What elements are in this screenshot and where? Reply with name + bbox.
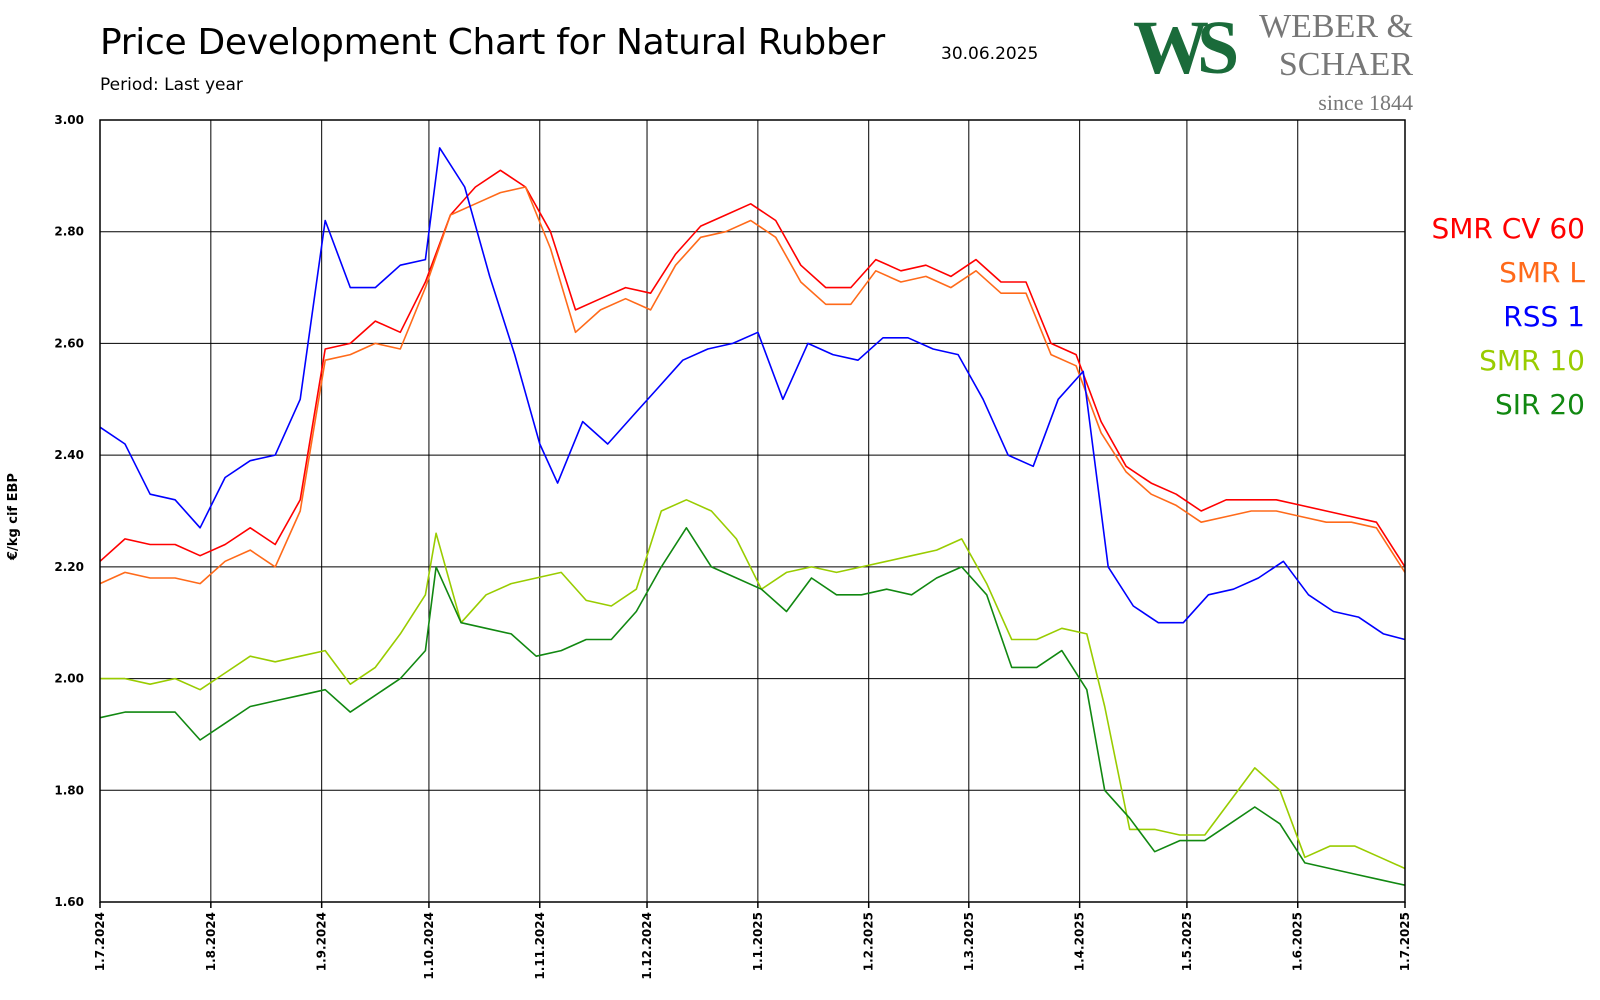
plot-frame	[99, 119, 1406, 903]
series-line-smr-cv-60	[99, 169, 1406, 568]
x-tick-label: 1.3.2025	[962, 912, 976, 971]
chart-legend: SMR CV 60 SMR L RSS 1 SMR 10 SIR 20	[1380, 212, 1585, 432]
x-tick-label: 1.8.2024	[204, 912, 218, 971]
legend-item-smr-10: SMR 10	[1479, 344, 1585, 377]
chart-title: Price Development Chart for Natural Rubb…	[100, 22, 885, 63]
x-axis-ticks: 1.7.2024 1.8.2024 1.9.2024 1.10.2024 1.11.20…	[93, 902, 1412, 980]
y-tick-label: 1.60	[54, 895, 84, 909]
y-axis-ticks: 1.60 1.80 2.00 2.20 2.40 2.60 2.80 3.00	[54, 113, 84, 909]
series-line-sir-20	[99, 527, 1406, 886]
y-tick-label: 2.20	[54, 560, 84, 574]
company-logo: WS WEBER & SCHAER since 1844	[1133, 6, 1413, 116]
series-line-smr-10	[100, 499, 1406, 870]
legend-item-smr-l: SMR L	[1499, 256, 1585, 289]
x-tick-label: 1.11.2024	[533, 912, 547, 980]
logo-line-1: WEBER &	[1259, 8, 1413, 45]
x-tick-label: 1.6.2025	[1291, 912, 1305, 971]
x-tick-label: 1.7.2025	[1398, 912, 1412, 971]
y-axis-label: €/kg cif EBP	[6, 473, 21, 560]
series-line-rss-1	[99, 147, 1406, 641]
chart-grid	[99, 119, 1406, 903]
x-tick-label: 1.9.2024	[315, 912, 329, 971]
legend-item-sir-20: SIR 20	[1494, 388, 1585, 421]
legend-item-rss-1: RSS 1	[1503, 300, 1585, 333]
x-tick-label: 1.1.2025	[751, 912, 765, 971]
y-tick-label: 2.40	[54, 448, 84, 462]
y-tick-label: 2.60	[54, 336, 84, 350]
y-tick-label: 1.80	[54, 783, 84, 797]
x-tick-label: 1.2.2025	[862, 912, 876, 971]
logo-since: since 1844	[1318, 90, 1413, 115]
series-line-smr-l	[99, 186, 1406, 585]
y-tick-label: 3.00	[54, 113, 84, 127]
x-tick-label: 1.12.2024	[640, 912, 654, 980]
y-tick-label: 2.00	[54, 672, 84, 686]
logo-mark-icon: WS	[1133, 6, 1239, 90]
legend-item-smr-cv-60: SMR CV 60	[1431, 212, 1585, 245]
series-lines	[99, 147, 1406, 886]
logo-line-2: SCHAER	[1278, 46, 1413, 83]
x-tick-label: 1.10.2024	[422, 912, 436, 980]
period-label: Period: Last year	[100, 75, 243, 95]
x-tick-label: 1.4.2025	[1073, 912, 1087, 971]
x-tick-label: 1.7.2024	[93, 912, 107, 971]
report-date: 30.06.2025	[941, 44, 1039, 64]
y-tick-label: 2.80	[54, 225, 84, 239]
x-tick-label: 1.5.2025	[1180, 912, 1194, 971]
